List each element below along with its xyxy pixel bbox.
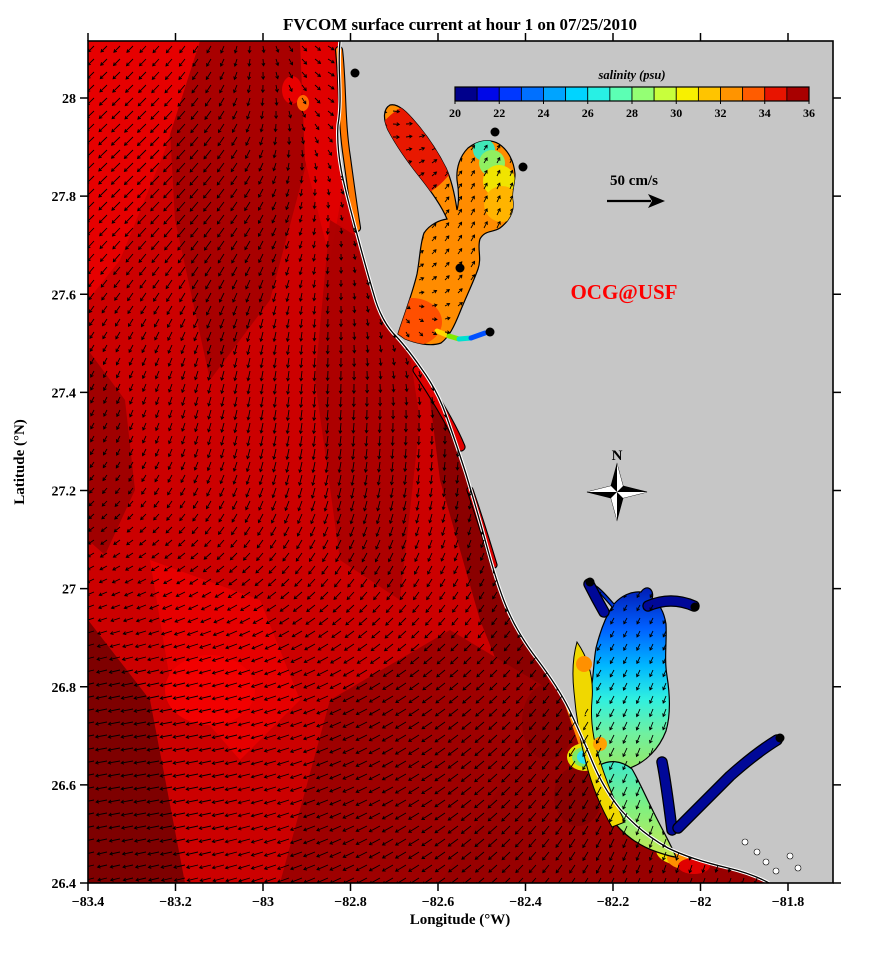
- islet: [786, 852, 794, 860]
- salinity-contour-patch: [165, 655, 255, 725]
- islet: [762, 858, 770, 866]
- islet: [772, 867, 780, 875]
- y-tick-label: 27.6: [52, 288, 77, 303]
- colorbar-segment: [631, 86, 655, 102]
- y-tick-label: 27: [62, 583, 76, 598]
- river-salinity-trail: [468, 330, 488, 341]
- station-marker: [485, 327, 495, 337]
- shoal-patch: [576, 656, 592, 672]
- station-markers: [350, 68, 785, 743]
- salinity-contour-patch: [522, 684, 574, 760]
- y-tick-label: 28: [62, 92, 76, 107]
- islet: [794, 864, 802, 872]
- salinity-contour-patch: [300, 41, 350, 260]
- station-marker: [350, 68, 360, 78]
- charlotte-harbor-outline: [582, 581, 671, 770]
- x-tick-label: −81.8: [772, 895, 804, 910]
- annotations-layer: 50 cm/s OCG@USF N: [570, 173, 678, 522]
- colorbar-tick-label: 24: [538, 106, 550, 120]
- y-tick-label: 27.8: [52, 190, 77, 205]
- y-tick-label: 26.4: [52, 877, 77, 892]
- colorbar-tick-label: 28: [626, 106, 638, 120]
- salinity-contour-patch: [297, 95, 309, 111]
- colorbar-segment: [565, 86, 589, 102]
- station-marker: [690, 602, 700, 612]
- islet: [753, 848, 761, 856]
- x-tick-label: −82.8: [334, 895, 366, 910]
- colorbar-segment: [786, 86, 810, 102]
- colorbar-body: 20 22 24 26 28 30 32 34 36: [449, 86, 815, 120]
- colorbar-segment: [587, 86, 611, 102]
- plot-border: [87, 40, 834, 884]
- salinity-contour-patch: [554, 766, 602, 826]
- y-axis-label: Latitude (°N): [12, 419, 28, 505]
- salinity-contour-patch: [165, 41, 310, 380]
- nearshore-shoal-strip: [572, 640, 626, 828]
- peace-river: [643, 596, 699, 611]
- x-tick-label: −82: [690, 895, 712, 910]
- colorbar-tick-label: 30: [670, 106, 682, 120]
- colorbar-tick-label: 20: [449, 106, 461, 120]
- vector-scale-arrowhead-icon: [648, 194, 665, 208]
- station-marker: [518, 162, 528, 172]
- colorbar-segment: [454, 86, 478, 102]
- x-tick-label: −83.4: [72, 895, 104, 910]
- colorbar-segment: [697, 86, 721, 102]
- x-tick-label: −82.2: [597, 895, 629, 910]
- colorbar-tick-label: 22: [493, 106, 505, 120]
- compass-north-label: N: [612, 448, 623, 464]
- salinity-contour-patch: [88, 350, 135, 555]
- coastline-layer: [335, 40, 802, 885]
- x-tick-label: −83.2: [159, 895, 191, 910]
- colorbar-segment: [498, 86, 522, 102]
- colorbar-segment: [764, 86, 788, 102]
- x-tick-label: −83: [252, 895, 274, 910]
- colorbar-segment: [543, 86, 567, 102]
- colorbar-segment: [520, 86, 544, 102]
- station-marker: [585, 577, 595, 587]
- station-marker: [490, 127, 500, 137]
- y-tick-label: 26.6: [52, 779, 77, 794]
- colorbar-segment: [720, 86, 744, 102]
- islet: [741, 838, 749, 846]
- colorbar-segment: [675, 86, 699, 102]
- colorbar-tick-label: 34: [759, 106, 771, 120]
- x-axis-label: Longitude (°W): [410, 912, 511, 928]
- colorbar-tick-label: 36: [803, 106, 815, 120]
- coastline: [337, 40, 770, 884]
- colorbar-tick-label: 26: [582, 106, 594, 120]
- x-tick-label: −82.4: [509, 895, 541, 910]
- y-tick-label: 26.8: [52, 681, 77, 696]
- colorbar-segment: [653, 86, 677, 102]
- watermark-text: OCG@USF: [570, 280, 677, 304]
- matlacha-pass: [657, 757, 677, 835]
- colorbar-segment: [742, 86, 766, 102]
- x-tick-label: −82.6: [422, 895, 454, 910]
- colorbar-segment: [476, 86, 500, 102]
- colorbar: salinity (psu) 20 22 24 26 28 30 32 34 36: [449, 68, 815, 120]
- station-marker: [455, 263, 465, 273]
- y-tick-label: 27.2: [52, 485, 77, 500]
- salinity-contour-patch: [88, 41, 200, 300]
- compass-rose-icon: [586, 462, 648, 522]
- salinity-contour-patch: [88, 620, 185, 883]
- plot-title: FVCOM surface current at hour 1 on 07/25…: [283, 15, 637, 34]
- colorbar-label: salinity (psu): [597, 68, 665, 82]
- caloosahatchee-river: [673, 735, 782, 833]
- y-tick-label: 27.4: [52, 386, 77, 401]
- axes-layer: −83.4 −83.2 −83 −82.8 −82.6 −82.4 −82.2 −82 −81.…: [12, 15, 841, 928]
- station-marker: [775, 733, 785, 743]
- axis-ticks: −83.4 −83.2 −83 −82.8 −82.6 −82.4 −82.2 −82 −81.…: [52, 33, 841, 910]
- colorbar-tick-label: 32: [715, 106, 727, 120]
- colorbar-segment: [609, 86, 633, 102]
- vector-scale-label: 50 cm/s: [610, 173, 658, 189]
